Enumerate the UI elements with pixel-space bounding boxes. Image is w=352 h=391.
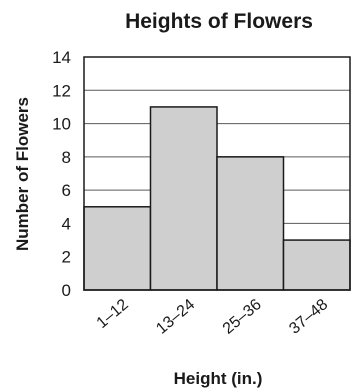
y-tick-6: 6	[62, 181, 71, 200]
bar-4	[282, 239, 351, 291]
chart-title: Heights of Flowers	[125, 10, 313, 33]
x-axis-label: Height (in.)	[174, 369, 263, 388]
x-tick-labels: 1–12 13–24 25–36 37–48	[94, 296, 332, 338]
y-tick-labels: 0 2 4 6 8 10 12 14	[52, 48, 71, 300]
x-tick-1: 1–12	[94, 296, 132, 332]
y-tick-14: 14	[52, 48, 71, 67]
x-tick-2: 13–24	[153, 296, 198, 338]
y-tick-10: 10	[52, 115, 71, 134]
plot-frame	[83, 56, 351, 291]
x-tick-3: 25–36	[220, 296, 265, 338]
y-tick-12: 12	[52, 81, 71, 100]
bar-3	[216, 156, 285, 291]
bar-1	[83, 206, 152, 291]
y-tick-2: 2	[62, 248, 71, 267]
bar-2	[149, 106, 218, 291]
y-tick-0: 0	[62, 281, 71, 300]
y-axis-label: Number of Flowers	[13, 97, 32, 251]
bars	[83, 106, 351, 291]
x-tick-4: 37–48	[286, 296, 331, 338]
y-tick-4: 4	[62, 214, 71, 233]
y-tick-8: 8	[62, 148, 71, 167]
